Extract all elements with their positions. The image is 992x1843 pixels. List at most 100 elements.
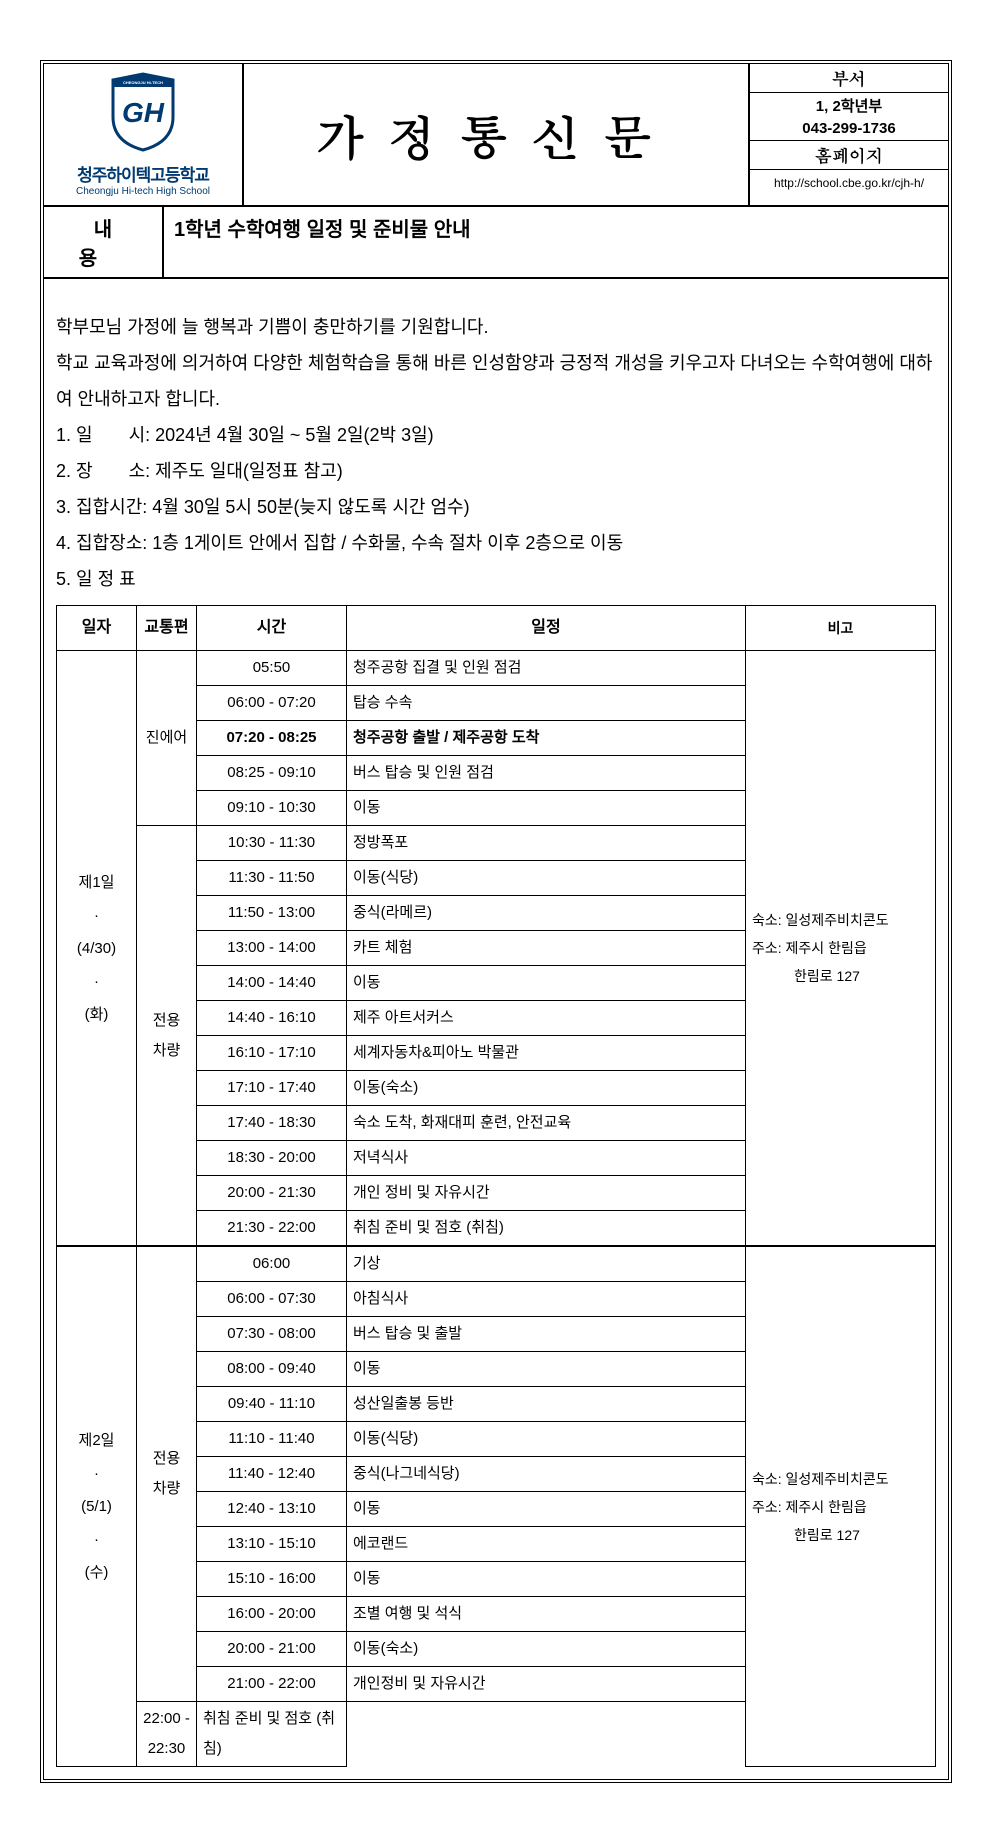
time-cell: 16:00 - 20:00 (197, 1597, 347, 1632)
school-logo-icon: CHEONGJU HI-TECH GH (108, 72, 178, 152)
activity-cell: 취침 준비 및 점호 (취침) (347, 1211, 746, 1247)
time-cell: 21:30 - 22:00 (197, 1211, 347, 1247)
th-time: 시간 (197, 606, 347, 651)
time-cell: 05:50 (197, 651, 347, 686)
activity-cell: 정방폭포 (347, 826, 746, 861)
activity-cell: 에코랜드 (347, 1527, 746, 1562)
time-cell: 12:40 - 13:10 (197, 1492, 347, 1527)
time-cell: 08:00 - 09:40 (197, 1352, 347, 1387)
transport-cell: 진에어 (137, 651, 197, 826)
document-frame: CHEONGJU HI-TECH GH 청주하이텍고등학교 Cheongju H… (40, 60, 952, 1783)
activity-cell: 이동(식당) (347, 861, 746, 896)
note-cell: 숙소: 일성제주비치콘도주소: 제주시 한림읍 한림로 127 (746, 651, 936, 1247)
time-cell: 09:10 - 10:30 (197, 791, 347, 826)
body-item: 2. 장 소: 제주도 일대(일정표 참고) (56, 453, 936, 489)
time-cell: 13:10 - 15:10 (197, 1527, 347, 1562)
time-cell: 21:00 - 22:00 (197, 1667, 347, 1702)
activity-cell: 개인정비 및 자유시간 (347, 1667, 746, 1702)
time-cell: 08:25 - 09:10 (197, 756, 347, 791)
time-cell: 06:00 - 07:30 (197, 1282, 347, 1317)
homepage-url-box: http://school.cbe.go.kr/cjh-h/ (750, 170, 948, 196)
body-item: 3. 집합시간: 4월 30일 5시 50분(늦지 않도록 시간 엄수) (56, 489, 936, 525)
title-cell: 가정통신문 (244, 64, 748, 205)
svg-text:GH: GH (122, 97, 165, 128)
time-cell: 11:50 - 13:00 (197, 896, 347, 931)
logo-cell: CHEONGJU HI-TECH GH 청주하이텍고등학교 Cheongju H… (44, 64, 244, 205)
homepage-url: http://school.cbe.go.kr/cjh-h/ (774, 176, 924, 190)
activity-cell: 개인 정비 및 자유시간 (347, 1176, 746, 1211)
intro: 학교 교육과정에 의거하여 다양한 체험학습을 통해 바른 인성함양과 긍정적 … (56, 345, 936, 417)
time-cell: 20:00 - 21:00 (197, 1632, 347, 1667)
activity-cell: 탑승 수속 (347, 686, 746, 721)
subject-row: 내용 1학년 수학여행 일정 및 준비물 안내 (44, 207, 948, 279)
date-cell: 제1일·(4/30)·(화) (57, 651, 137, 1247)
time-cell: 16:10 - 17:10 (197, 1036, 347, 1071)
activity-cell: 버스 탑승 및 인원 점검 (347, 756, 746, 791)
body-item: 4. 집합장소: 1층 1게이트 안에서 집합 / 수화물, 수속 절차 이후 … (56, 525, 936, 561)
dept-value-box: 1, 2학년부 (750, 93, 948, 118)
body-item: 1. 일 시: 2024년 4월 30일 ~ 5월 2일(2박 3일) (56, 417, 936, 453)
th-note: 비고 (746, 606, 936, 651)
activity-cell: 이동(식당) (347, 1422, 746, 1457)
time-cell: 17:10 - 17:40 (197, 1071, 347, 1106)
time-cell: 09:40 - 11:10 (197, 1387, 347, 1422)
homepage-label-box: 홈페이지 (750, 141, 948, 170)
activity-cell: 이동(숙소) (347, 1632, 746, 1667)
activity-cell: 기상 (347, 1246, 746, 1282)
table-header-row: 일자 교통편 시간 일정 비고 (57, 606, 936, 651)
activity-cell: 이동 (347, 791, 746, 826)
activity-cell: 이동 (347, 966, 746, 1001)
activity-cell: 버스 탑승 및 출발 (347, 1317, 746, 1352)
time-cell: 14:40 - 16:10 (197, 1001, 347, 1036)
activity-cell: 취침 준비 및 점호 (취침) (197, 1702, 347, 1767)
time-cell: 13:00 - 14:00 (197, 931, 347, 966)
time-cell: 06:00 - 07:20 (197, 686, 347, 721)
activity-cell: 조별 여행 및 석식 (347, 1597, 746, 1632)
time-cell: 15:10 - 16:00 (197, 1562, 347, 1597)
phone-box: 043-299-1736 (750, 118, 948, 141)
time-cell: 17:40 - 18:30 (197, 1106, 347, 1141)
time-cell: 11:40 - 12:40 (197, 1457, 347, 1492)
activity-cell: 아침식사 (347, 1282, 746, 1317)
schedule-table: 일자 교통편 시간 일정 비고 제1일·(4/30)·(화)진에어05:50청주… (56, 605, 936, 1767)
header-row: CHEONGJU HI-TECH GH 청주하이텍고등학교 Cheongju H… (44, 64, 948, 207)
time-cell: 06:00 (197, 1246, 347, 1282)
time-cell: 07:30 - 08:00 (197, 1317, 347, 1352)
date-cell: 제2일·(5/1)·(수) (57, 1246, 137, 1767)
activity-cell: 성산일출봉 등반 (347, 1387, 746, 1422)
activity-cell: 세계자동차&피아노 박물관 (347, 1036, 746, 1071)
activity-cell: 중식(나그네식당) (347, 1457, 746, 1492)
body-item: 5. 일 정 표 (56, 561, 936, 597)
activity-cell: 숙소 도착, 화재대피 훈련, 안전교육 (347, 1106, 746, 1141)
table-row: 제2일·(5/1)·(수)전용차량06:00기상숙소: 일성제주비치콘도주소: … (57, 1246, 936, 1282)
dept-label-box: 부서 (750, 64, 948, 93)
info-cell: 부서 1, 2학년부 043-299-1736 홈페이지 http://scho… (748, 64, 948, 205)
school-name-kr: 청주하이텍고등학교 (48, 161, 238, 186)
dept-label: 부서 (832, 66, 866, 90)
time-cell: 14:00 - 14:40 (197, 966, 347, 1001)
svg-text:CHEONGJU HI-TECH: CHEONGJU HI-TECH (123, 80, 163, 85)
transport-cell: 전용차량 (137, 826, 197, 1247)
activity-cell: 청주공항 출발 / 제주공항 도착 (347, 721, 746, 756)
phone: 043-299-1736 (802, 120, 895, 137)
time-cell: 11:10 - 11:40 (197, 1422, 347, 1457)
time-cell: 11:30 - 11:50 (197, 861, 347, 896)
transport-cell: 전용차량 (137, 1246, 197, 1702)
subject-value: 1학년 수학여행 일정 및 준비물 안내 (164, 207, 948, 277)
activity-cell: 카트 체험 (347, 931, 746, 966)
subject-label: 내용 (44, 207, 164, 277)
activity-cell: 청주공항 집결 및 인원 점검 (347, 651, 746, 686)
body-section: 학부모님 가정에 늘 행복과 기쁨이 충만하기를 기원합니다. 학교 교육과정에… (44, 279, 948, 1779)
note-cell: 숙소: 일성제주비치콘도주소: 제주시 한림읍 한림로 127 (746, 1246, 936, 1767)
table-row: 제1일·(4/30)·(화)진에어05:50청주공항 집결 및 인원 점검숙소:… (57, 651, 936, 686)
time-cell: 10:30 - 11:30 (197, 826, 347, 861)
th-transport: 교통편 (137, 606, 197, 651)
activity-cell: 이동 (347, 1562, 746, 1597)
school-name-en: Cheongju Hi-tech High School (48, 186, 238, 197)
th-activity: 일정 (347, 606, 746, 651)
th-date: 일자 (57, 606, 137, 651)
homepage-label: 홈페이지 (815, 143, 883, 167)
activity-cell: 이동 (347, 1352, 746, 1387)
time-cell: 07:20 - 08:25 (197, 721, 347, 756)
time-cell: 20:00 - 21:30 (197, 1176, 347, 1211)
